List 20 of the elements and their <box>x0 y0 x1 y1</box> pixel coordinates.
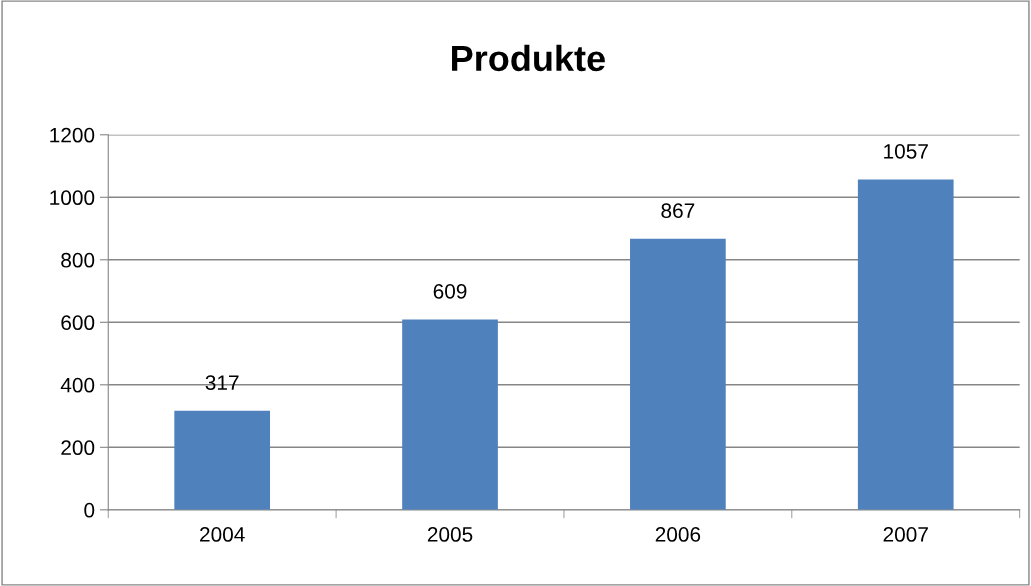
x-tick-label: 2006 <box>655 527 701 542</box>
data-label: 867 <box>661 203 695 219</box>
data-label: 609 <box>433 283 467 299</box>
chart-title: Produkte <box>452 44 605 72</box>
bar <box>174 410 271 510</box>
bar <box>857 179 954 510</box>
data-label: 317 <box>205 375 239 390</box>
y-tick-label: 800 <box>61 252 95 268</box>
x-tick-label: 2005 <box>427 527 473 542</box>
y-tick-label: 0 <box>84 502 95 518</box>
data-label: 1057 <box>884 143 928 159</box>
y-tick-label: 600 <box>61 315 95 331</box>
y-tick-label: 200 <box>61 440 95 456</box>
y-tick-label: 400 <box>60 377 95 393</box>
bar <box>630 238 726 510</box>
x-tick-label: 2004 <box>200 527 245 542</box>
bar <box>402 319 498 510</box>
x-tick-label: 2007 <box>883 527 928 542</box>
y-tick-label: 1000 <box>50 190 95 206</box>
y-tick-label: 1200 <box>50 127 95 143</box>
